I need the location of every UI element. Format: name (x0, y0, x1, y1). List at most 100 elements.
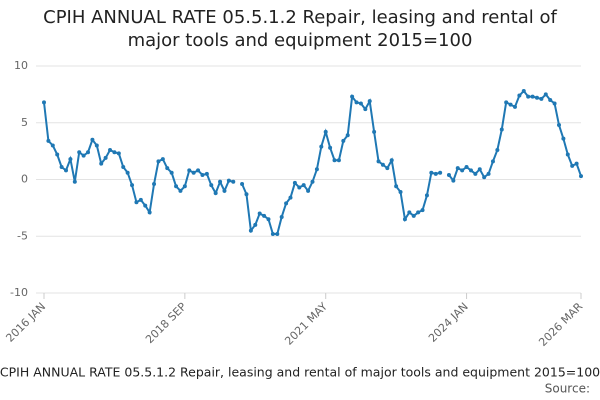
data-point (433, 171, 438, 176)
data-point (64, 168, 69, 173)
y-tick-label: -5 (17, 229, 28, 242)
y-tick-label: -10 (10, 286, 28, 299)
data-point (248, 228, 253, 233)
data-point (350, 94, 355, 99)
data-point (200, 172, 205, 177)
y-tick-label: 10 (14, 59, 28, 72)
data-point (209, 183, 214, 188)
legend-entry: CPIH ANNUAL RATE 05.5.1.2 Repair, leasin… (0, 365, 600, 380)
data-point (490, 159, 495, 164)
data-point (147, 210, 152, 215)
data-point (473, 171, 478, 176)
data-point (526, 94, 531, 99)
data-point (543, 92, 548, 97)
data-point (495, 147, 500, 152)
data-point (116, 151, 121, 156)
data-point (477, 167, 482, 172)
data-point (42, 100, 46, 105)
data-point (310, 179, 315, 184)
data-point (244, 192, 249, 197)
data-point (319, 144, 324, 149)
data-point (68, 157, 73, 162)
data-point (94, 143, 99, 148)
data-point (266, 217, 271, 222)
data-point (552, 101, 557, 106)
data-point (363, 107, 368, 112)
data-point (354, 100, 359, 105)
data-point (556, 123, 561, 128)
data-point (81, 153, 86, 158)
data-point (178, 188, 183, 193)
data-point (376, 159, 381, 164)
x-tick-label: 2018 SEP (143, 300, 189, 346)
data-point (86, 150, 91, 155)
data-point (134, 200, 139, 205)
data-point (539, 96, 544, 101)
data-point (59, 165, 64, 170)
data-point (455, 166, 460, 171)
data-point (50, 143, 55, 148)
data-point (196, 168, 201, 173)
data-point (521, 88, 526, 93)
x-tick-label: 2021 MAY (282, 300, 330, 348)
data-point (420, 208, 425, 213)
data-point (72, 179, 77, 184)
data-point (103, 155, 108, 160)
data-point (323, 129, 328, 134)
chart-title: CPIH ANNUAL RATE 05.5.1.2 Repair, leasin… (43, 7, 557, 51)
data-point (508, 102, 513, 107)
data-point (314, 167, 319, 172)
data-point (332, 158, 337, 163)
data-point (108, 147, 113, 152)
data-point (270, 231, 275, 236)
data-point (328, 145, 333, 150)
data-point (380, 162, 385, 167)
data-point (341, 138, 346, 143)
data-point (182, 184, 187, 189)
data-point (165, 166, 170, 171)
data-point (46, 138, 51, 143)
data-point (482, 175, 487, 180)
data-point (394, 184, 399, 189)
data-point (451, 178, 456, 183)
data-point (372, 129, 377, 134)
data-point (389, 158, 394, 163)
data-point (336, 158, 341, 163)
data-point (130, 183, 135, 188)
data-point (424, 193, 429, 198)
data-point (288, 195, 293, 200)
data-point (138, 197, 143, 202)
data-point (156, 159, 161, 164)
data-point (143, 203, 148, 208)
data-point (407, 210, 412, 215)
data-point (561, 136, 566, 141)
data-point (565, 152, 570, 157)
data-point (579, 174, 583, 179)
data-point (125, 170, 130, 175)
data-point (55, 152, 60, 157)
data-point (262, 213, 267, 218)
data-point (226, 178, 231, 183)
data-point (504, 100, 509, 105)
data-point (213, 191, 218, 196)
data-point (402, 217, 407, 222)
data-point (385, 166, 390, 171)
data-point (284, 201, 289, 206)
series-line (43, 89, 582, 235)
data-point (174, 184, 179, 189)
data-point (530, 94, 535, 99)
data-point (464, 165, 469, 170)
data-point (240, 182, 245, 187)
data-point (187, 168, 192, 173)
data-point (460, 168, 465, 173)
data-point (499, 127, 504, 132)
data-point (438, 170, 443, 175)
data-point (512, 104, 517, 109)
data-point (191, 170, 196, 175)
data-point (574, 161, 579, 166)
data-point (534, 95, 539, 100)
data-point (367, 99, 372, 104)
x-tick-label: 2026 MAR (536, 300, 585, 349)
data-point (218, 179, 223, 184)
